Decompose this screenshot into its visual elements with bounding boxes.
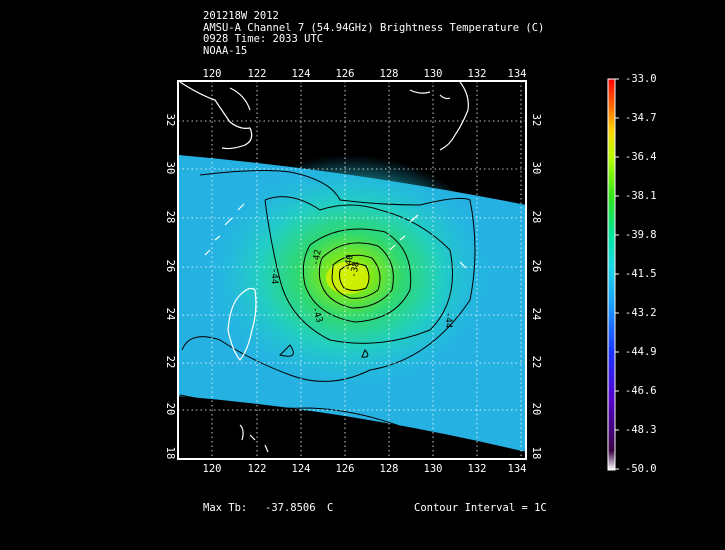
colorbar-label: -43.2	[625, 307, 657, 319]
lat-tick-left: 26	[164, 259, 176, 273]
lon-tick-bottom: 134	[507, 463, 527, 475]
lon-tick-bottom: 126	[335, 463, 355, 475]
colorbar-label: -33.0	[625, 73, 657, 85]
colorbar-label: -38.1	[625, 190, 657, 202]
lon-tick-bottom: 132	[467, 463, 487, 475]
lat-tick-right: 28	[530, 210, 542, 224]
lat-tick-left: 30	[164, 161, 176, 175]
colorbar-label: -36.4	[625, 151, 657, 163]
colorbar-ticks	[615, 78, 619, 470]
lat-tick-left: 20	[164, 402, 176, 416]
contour-lines	[179, 170, 526, 453]
contour-label: -44	[269, 268, 279, 284]
lat-tick-right: 20	[530, 402, 542, 416]
satellite-swath	[178, 81, 526, 459]
max-tb-unit: C	[327, 502, 334, 514]
lon-tick-bottom: 120	[202, 463, 222, 475]
lon-tick-bottom: 130	[423, 463, 443, 475]
lat-tick-right: 24	[530, 307, 542, 321]
date-time: 0928 Time: 2033 UTC	[203, 33, 324, 45]
colorbar-label: -39.8	[625, 229, 657, 241]
colorbar-label: -44.9	[625, 346, 657, 358]
map-frame	[177, 80, 527, 460]
colorbar-label: -34.7	[625, 112, 657, 124]
lon-tick-top: 122	[247, 68, 267, 80]
lat-tick-right: 30	[530, 161, 542, 175]
storm-id: 201218W 2012	[203, 10, 279, 22]
lon-tick-top: 128	[379, 68, 399, 80]
lat-lon-grid	[178, 81, 526, 459]
lon-tick-top: 120	[202, 68, 222, 80]
lat-tick-right: 26	[530, 259, 542, 273]
lon-tick-bottom: 128	[379, 463, 399, 475]
lon-tick-top: 124	[291, 68, 311, 80]
colorbar-label: -48.3	[625, 424, 657, 436]
lon-tick-top: 130	[423, 68, 443, 80]
title-block: 201218W 2012 AMSU-A Channel 7 (54.94GHz)…	[203, 10, 545, 57]
coastlines	[179, 81, 469, 453]
contour-label: -40	[343, 254, 356, 272]
contour-label: -42	[311, 249, 324, 267]
colorbar-label: -41.5	[625, 268, 657, 280]
max-tb-value: -37.8506	[265, 502, 316, 514]
lat-tick-left: 32	[164, 113, 176, 127]
contour-interval: Contour Interval = 1C	[414, 502, 547, 514]
lat-tick-left: 22	[164, 355, 176, 369]
lat-tick-left: 24	[164, 307, 176, 321]
contour-label: -38	[349, 261, 362, 279]
colorbar-label: -50.0	[625, 463, 657, 475]
lon-tick-top: 126	[335, 68, 355, 80]
lon-tick-top: 134	[507, 68, 527, 80]
lon-tick-bottom: 122	[247, 463, 267, 475]
contour-label: -44	[443, 312, 453, 328]
colorbar-label: -46.6	[625, 385, 657, 397]
product-title: AMSU-A Channel 7 (54.94GHz) Brightness T…	[203, 21, 545, 34]
colorbar	[607, 78, 616, 471]
satellite-name: NOAA-15	[203, 44, 248, 57]
lat-tick-left: 28	[164, 210, 176, 224]
lat-tick-right: 22	[530, 355, 542, 369]
lon-tick-bottom: 124	[291, 463, 311, 475]
lat-tick-right: 32	[530, 113, 542, 127]
lat-tick-right: 18	[530, 446, 542, 460]
max-tb-label: Max Tb:	[203, 502, 248, 514]
lon-tick-top: 132	[467, 68, 487, 80]
lat-tick-left: 18	[164, 446, 176, 460]
